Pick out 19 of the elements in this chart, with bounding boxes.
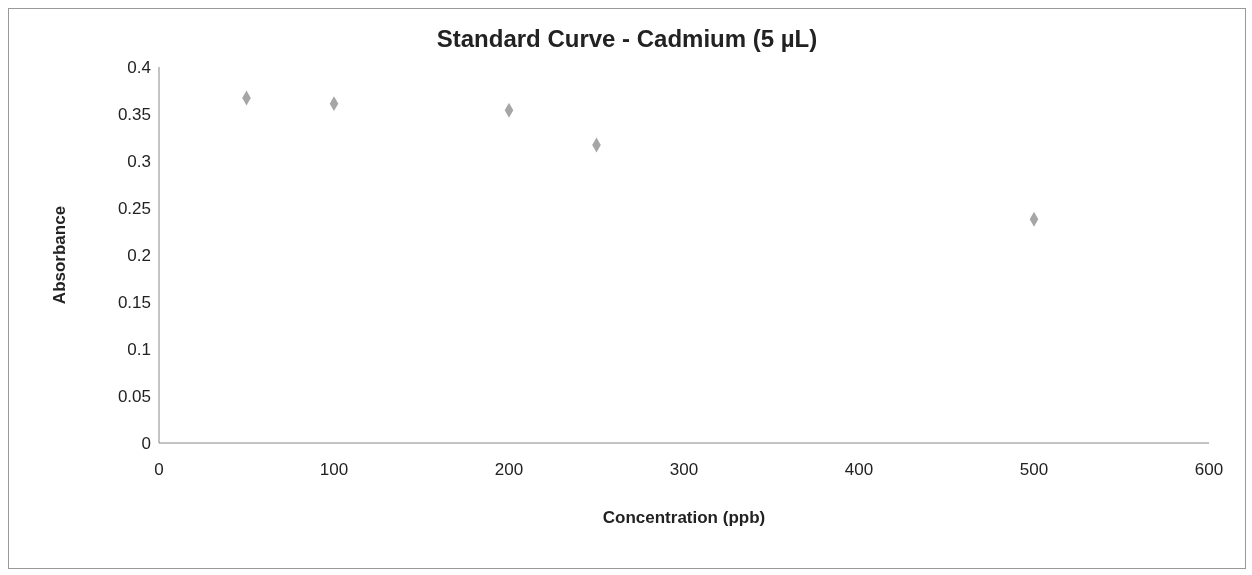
- y-tick-label: 0.05: [117, 387, 151, 407]
- x-tick-label: 200: [494, 460, 524, 480]
- y-tick-label: 0.4: [127, 58, 151, 78]
- y-tick-label: 0.35: [117, 105, 151, 125]
- y-axis-title: Absorbance: [50, 205, 70, 305]
- chart-title: Standard Curve - Cadmium (5 µL): [435, 25, 819, 53]
- x-tick-label: 600: [1194, 460, 1224, 480]
- y-tick-label: 0.1: [127, 340, 151, 360]
- x-tick-label: 500: [1019, 460, 1049, 480]
- y-tick-label: 0.15: [117, 293, 151, 313]
- x-tick-label: 0: [154, 460, 164, 480]
- y-tick-label: 0.25: [117, 199, 151, 219]
- y-tick-label: 0.3: [127, 152, 151, 172]
- x-tick-label: 100: [319, 460, 349, 480]
- x-axis-title: Concentration (ppb): [602, 508, 766, 527]
- x-tick-label: 400: [844, 460, 874, 480]
- x-tick-label: 300: [669, 460, 699, 480]
- y-tick-label: 0: [141, 434, 151, 454]
- y-tick-label: 0.2: [127, 246, 151, 266]
